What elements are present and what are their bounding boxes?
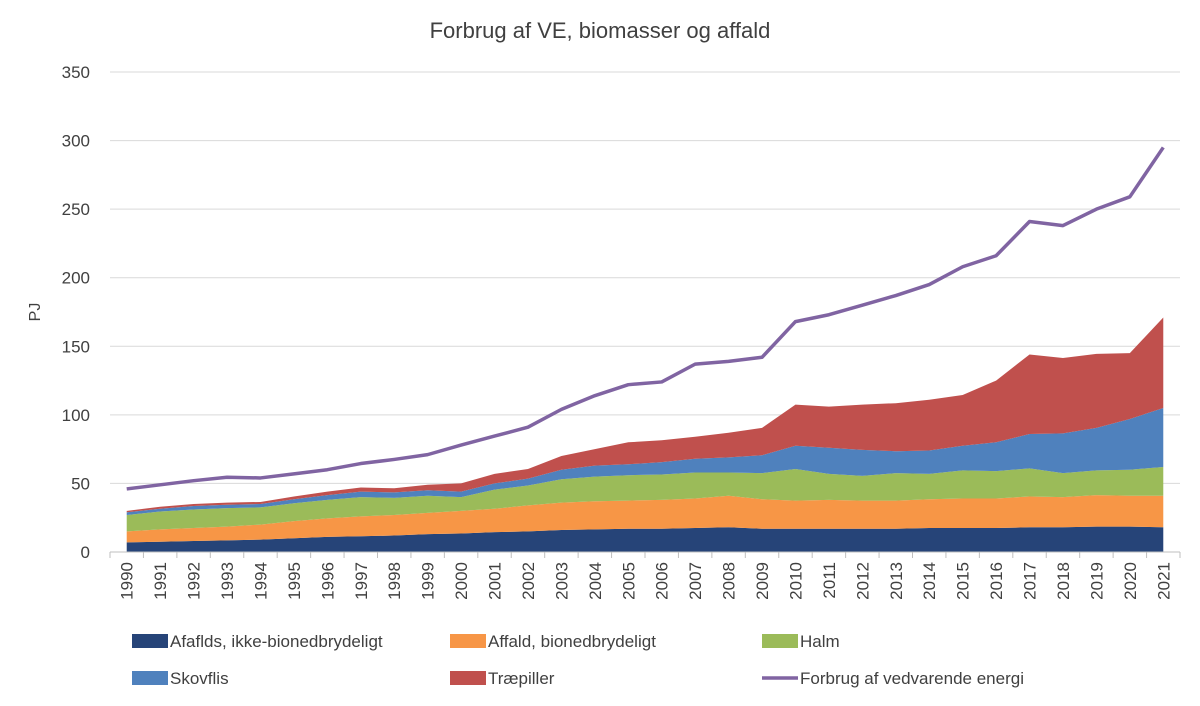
legend-swatch-afaflds-ikke-bionedbrydeligt (132, 634, 168, 648)
x-tick-label: 2010 (786, 562, 805, 600)
y-tick-label: 0 (81, 543, 90, 562)
area-affald-bionedbrydeligt (126, 495, 1164, 543)
x-tick-label: 1992 (185, 562, 204, 600)
y-axis-label: PJ (27, 303, 44, 322)
x-tick-label: 2021 (1154, 562, 1173, 600)
legend: Afaflds, ikke-bionedbrydeligt Affald, bio… (132, 632, 1024, 688)
x-tick-label: 2000 (452, 562, 471, 600)
legend-label-forbrug-af-vedvarende-energi: Forbrug af vedvarende energi (800, 669, 1024, 688)
legend-label-affald-bionedbrydeligt: Affald, bionedbrydeligt (488, 632, 656, 651)
x-tick-label: 1991 (151, 562, 170, 600)
line-forbrug-af-vedvarende-energi (126, 146, 1165, 491)
area-skovflis (126, 408, 1164, 515)
y-tick-label: 250 (62, 200, 90, 219)
legend-swatch-affald-bionedbrydeligt (450, 634, 486, 648)
x-tick-label: 2018 (1054, 562, 1073, 600)
x-tick-label: 2020 (1121, 562, 1140, 600)
x-tick-label: 2017 (1021, 562, 1040, 600)
axes: 0 50 100 150 200 250 300 350 1990 1991 1992 1993 199… (62, 63, 1181, 600)
x-tick-label: 2001 (486, 562, 505, 600)
x-tick-label: 1993 (218, 562, 237, 600)
x-tick-label: 2003 (552, 562, 571, 600)
y-tick-label: 200 (62, 269, 90, 288)
x-tick-label: 1990 (118, 562, 137, 600)
x-tick-label: 2008 (720, 562, 739, 600)
legend-label-træpiller: Træpiller (488, 669, 555, 688)
legend-swatch-træpiller (450, 671, 486, 685)
x-tick-label: 1998 (385, 562, 404, 600)
x-tick-label: 1996 (318, 562, 337, 600)
x-tick-label: 1997 (352, 562, 371, 600)
x-tick-label: 2013 (887, 562, 906, 600)
x-tick-label: 2009 (753, 562, 772, 600)
line-series (126, 146, 1165, 491)
x-tick-label: 2015 (954, 562, 973, 600)
legend-swatch-skovflis (132, 671, 168, 685)
y-tick-label: 150 (62, 337, 90, 356)
x-tick-label: 2012 (853, 562, 872, 600)
legend-label-skovflis: Skovflis (170, 669, 229, 688)
x-tick-label: 2019 (1087, 562, 1106, 600)
area-series (126, 317, 1164, 552)
y-tick-label: 100 (62, 406, 90, 425)
legend-label-halm: Halm (800, 632, 840, 651)
legend-label-afaflds-ikke-bionedbrydeligt: Afaflds, ikke-bionedbrydeligt (170, 632, 383, 651)
x-tick-label: 1995 (285, 562, 304, 600)
area-afaflds-ikke-bionedbrydeligt (126, 526, 1164, 552)
y-tick-label: 350 (62, 63, 90, 82)
area-halm (126, 466, 1164, 532)
y-tick-label: 300 (62, 132, 90, 151)
x-tick-label: 2004 (586, 562, 605, 600)
chart-title: Forbrug af VE, biomasser og affald (430, 18, 771, 43)
x-tick-label: 2007 (686, 562, 705, 600)
x-tick-label: 1994 (251, 562, 270, 600)
x-tick-label: 2016 (987, 562, 1006, 600)
legend-swatch-halm (762, 634, 798, 648)
x-tick-label: 2002 (519, 562, 538, 600)
x-tick-label: 2006 (653, 562, 672, 600)
y-tick-label: 50 (71, 474, 90, 493)
x-tick-label: 2011 (820, 562, 839, 599)
x-tick-label: 2005 (619, 562, 638, 600)
area-træpiller (126, 317, 1164, 513)
x-tick-label: 2014 (920, 562, 939, 600)
gridlines (110, 71, 1180, 484)
x-tick-label: 1999 (419, 562, 438, 600)
